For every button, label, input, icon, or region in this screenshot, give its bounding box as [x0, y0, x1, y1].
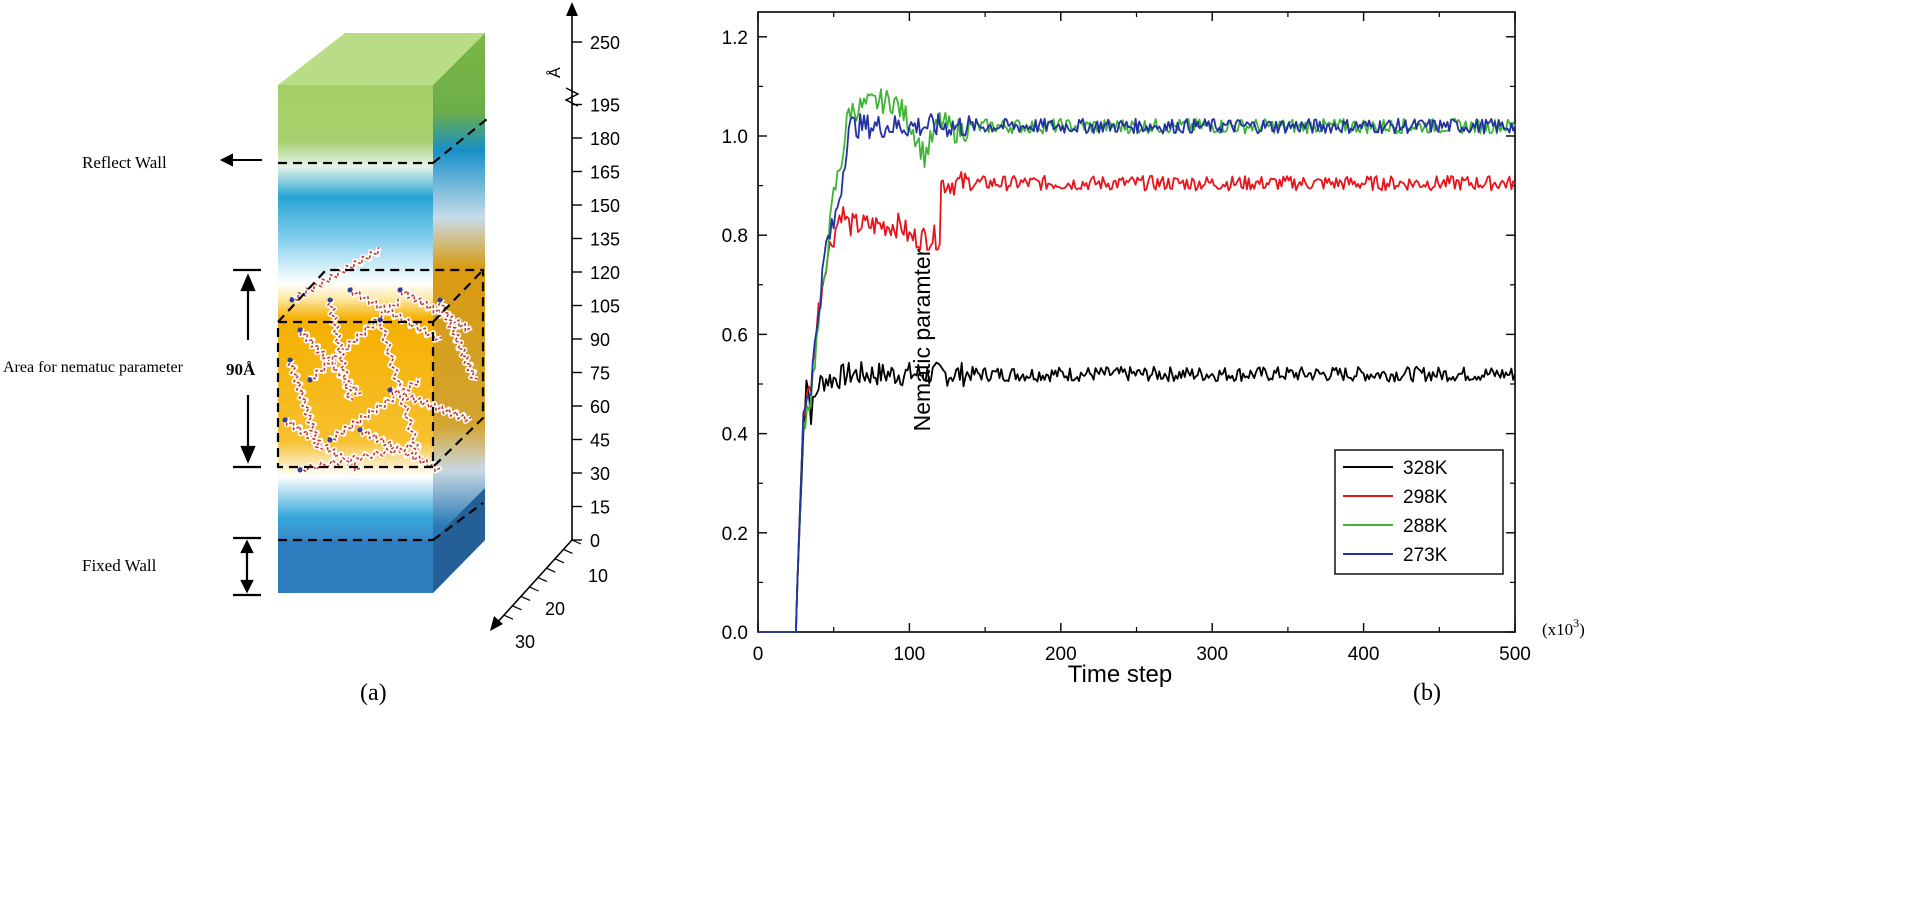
fixed-wall-arrow: [233, 536, 261, 597]
molecule-chain: [287, 358, 324, 450]
reflect-wall-arrow: [219, 153, 262, 167]
depth-tick: [503, 614, 514, 620]
molecule-chain: [437, 298, 478, 380]
z-tick-label: 120: [590, 263, 620, 283]
molecule-chain: [350, 287, 442, 342]
depth-axis: [490, 539, 573, 631]
molecule-chain: [299, 327, 363, 396]
molecule-chain: [298, 441, 421, 473]
z-tick-label: 0: [590, 531, 600, 551]
panel-b-label: (b): [1413, 680, 1441, 706]
fixed-wall-plane: [278, 502, 484, 542]
molecule-chain: [360, 427, 442, 473]
molecule-end: [297, 327, 303, 333]
legend-label: 273K: [1403, 545, 1448, 566]
panel-a-label: (a): [360, 680, 387, 706]
legend: [1334, 449, 1504, 575]
x-tick-label: 500: [1499, 644, 1531, 665]
molecule-chains: [282, 247, 479, 475]
z-tick-label: 150: [590, 196, 620, 216]
plot-area: [757, 11, 1516, 633]
legend-label: 298K: [1403, 487, 1448, 508]
fixed-wall-label: Fixed Wall: [82, 556, 157, 575]
z-tick-label: 30: [590, 464, 610, 484]
depth-tick: [529, 586, 539, 592]
molecule-end: [289, 297, 295, 303]
thickness-label: 90Å: [226, 360, 256, 379]
x-tick-label: 400: [1348, 644, 1380, 665]
z-tick-label: 180: [590, 129, 620, 149]
depth-tick: [563, 548, 573, 554]
depth-tick-label: 30: [515, 632, 535, 652]
z-tick-label: 105: [590, 297, 620, 317]
series-line-328K: [758, 361, 1516, 633]
thickness-arrow: [233, 268, 261, 469]
depth-tick: [512, 605, 522, 611]
nematic-area-box: [276, 268, 485, 469]
z-tick-label: 195: [590, 96, 620, 116]
x-tick-label: 200: [1045, 644, 1077, 665]
series-line-298K: [758, 171, 1516, 633]
depth-tick: [520, 595, 531, 601]
depth-tick: [537, 577, 548, 583]
series-line-288K: [758, 88, 1516, 633]
reflect-wall-plane: [278, 118, 488, 165]
molecule-end: [387, 387, 393, 393]
z-tick-label: 165: [590, 163, 620, 183]
z-tick-label: 75: [590, 364, 610, 384]
molecule-end: [397, 287, 403, 293]
molecule-chain: [390, 387, 472, 423]
fixed-wall-block: [278, 540, 433, 593]
z-tick-label: 135: [590, 230, 620, 250]
molecule-end: [437, 297, 443, 303]
molecule-end: [307, 377, 313, 383]
depth-tick: [546, 567, 556, 573]
molecule-chain: [326, 298, 354, 401]
reflect-wall-label: Reflect Wall: [82, 153, 167, 172]
z-axis: Å: [545, 2, 580, 540]
x-multiplier: (x103): [1542, 616, 1585, 639]
series-line-273K: [758, 113, 1516, 633]
molecule-end: [282, 417, 288, 423]
molecule-end: [377, 317, 383, 323]
simulation-box-diagram: Reflect Wall Area for nematuc parameter …: [3, 2, 620, 706]
z-tick-label: 250: [590, 33, 620, 53]
molecule-end: [357, 427, 363, 433]
depth-tick: [554, 558, 565, 564]
box-top-face: [278, 33, 485, 85]
nematic-area-label: Area for nematuc parameter: [3, 359, 184, 376]
molecule-chain: [328, 377, 420, 441]
depth-tick-label: 10: [588, 566, 608, 586]
x-tick-label: 100: [894, 644, 926, 665]
legend-label: 328K: [1403, 458, 1448, 479]
molecule-end: [287, 357, 293, 363]
z-tick-label: 45: [590, 431, 610, 451]
molecule-chain: [400, 287, 472, 333]
molecule-end: [327, 297, 333, 303]
y-axis-label: Nematic paramter: [909, 248, 935, 431]
depth-tick-label: 20: [545, 599, 565, 619]
molecule-chain: [290, 247, 380, 302]
z-tick-label: 60: [590, 397, 610, 417]
legend-label: 288K: [1403, 516, 1448, 537]
molecule-end: [297, 467, 303, 473]
depth-tick: [571, 539, 582, 545]
molecule-end: [347, 287, 353, 293]
x-tick-label: 300: [1196, 644, 1228, 665]
z-tick-label: 90: [590, 330, 610, 350]
molecule-chain: [377, 318, 424, 460]
x-axis-label: Time step: [1068, 661, 1172, 688]
molecule-end: [327, 437, 333, 443]
z-axis-unit: Å: [545, 67, 564, 78]
z-tick-label: 15: [590, 498, 610, 518]
